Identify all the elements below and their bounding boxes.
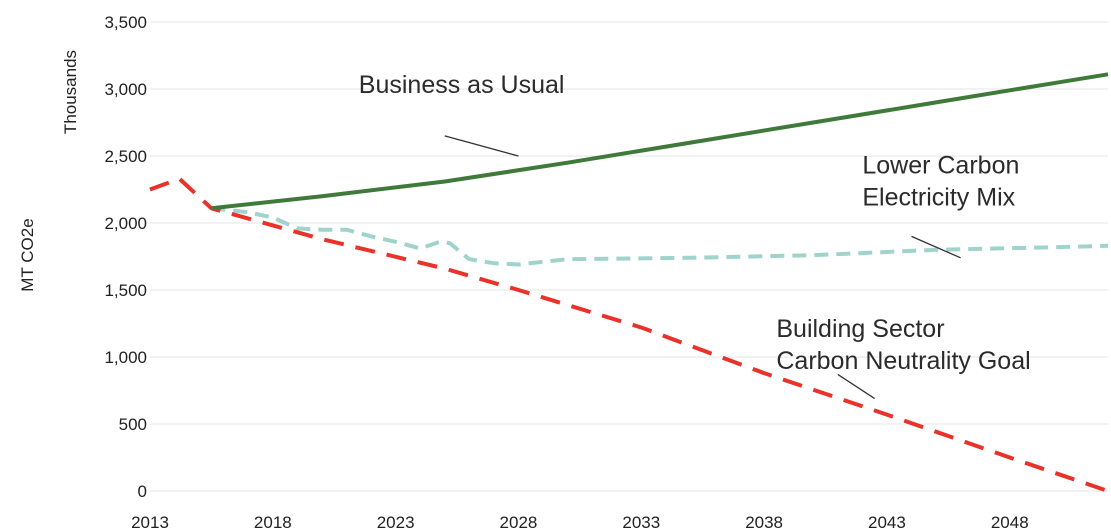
series-line-1: [211, 206, 1109, 267]
gridlines: [150, 21, 1108, 492]
series-annotation: Business as Usual: [359, 71, 565, 99]
x-tick-label: 2023: [377, 513, 415, 532]
series-annotation: Carbon Neutrality Goal: [776, 347, 1030, 375]
series-annotation: Electricity Mix: [862, 183, 1015, 211]
y-axis-ticks: 0 500 1,000 1,500 2,000 2,500 3,000 3,500: [104, 13, 147, 501]
y-tick-label: 2,500: [104, 147, 147, 166]
x-tick-label: 2018: [254, 513, 292, 532]
x-tick-label: 2033: [622, 513, 660, 532]
y-axis-units: Thousands: [61, 50, 80, 134]
series-line-2: [149, 176, 1109, 493]
annotations: Business as Usual Lower Carbon Electricity…: [359, 71, 1031, 400]
series-annotation: Lower Carbon: [862, 151, 1019, 179]
annotation-leader: [444, 135, 519, 157]
y-tick-label: 1,000: [104, 348, 147, 367]
y-tick-label: 0: [138, 482, 147, 501]
y-tick-label: 3,500: [104, 13, 147, 32]
series-lines: [149, 72, 1109, 493]
y-axis-title: MT CO2e: [18, 218, 37, 291]
y-tick-label: 1,500: [104, 281, 147, 300]
x-tick-label: 2038: [745, 513, 783, 532]
y-tick-label: 2,000: [104, 214, 147, 233]
annotation-leader: [837, 373, 875, 400]
series-line-0: [211, 72, 1109, 211]
x-tick-label: 2048: [991, 513, 1029, 532]
series-annotation: Building Sector: [776, 315, 944, 343]
x-tick-label: 2043: [868, 513, 906, 532]
x-axis-ticks: 2013 2018 2023 2028 2033 2038 2043 2048: [131, 513, 1029, 532]
y-tick-label: 500: [119, 415, 147, 434]
annotation-leader: [911, 235, 961, 259]
x-tick-label: 2013: [131, 513, 169, 532]
y-tick-label: 3,000: [104, 80, 147, 99]
x-tick-label: 2028: [500, 513, 538, 532]
